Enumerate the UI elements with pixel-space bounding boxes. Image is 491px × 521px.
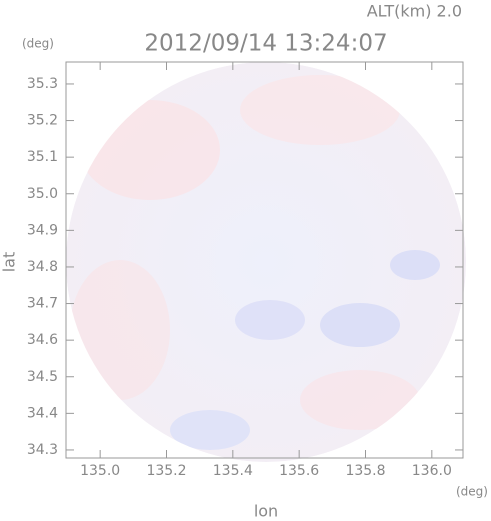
y-unit: (deg) [22,37,54,51]
y-tick-label: 35.0 [27,186,58,202]
y-tick-label: 34.4 [27,405,58,421]
y-tick-label: 34.8 [27,259,58,275]
echo-patch [320,303,400,347]
y-tick-label: 34.5 [27,369,58,385]
x-unit: (deg) [456,485,488,499]
x-tick-label: 135.2 [146,463,186,479]
radar-field [66,62,466,462]
x-tick-label: 135.4 [213,463,253,479]
x-tick-label: 135.8 [345,463,385,479]
y-axis-title: lat [0,252,19,273]
echo-patch [390,250,440,280]
echo-patch [240,75,400,145]
y-tick-label: 35.1 [27,149,58,165]
plot-frame [65,61,464,459]
x-axis-title: lon [254,502,278,521]
echo-patch [70,260,170,400]
echo-patch [80,100,220,200]
chart-title: 2012/09/14 13:24:07 [144,31,387,57]
altitude-label: ALT(km) 2.0 [367,2,462,21]
x-tick-label: 135.0 [80,463,120,479]
y-tick-label: 34.6 [27,332,58,348]
echo-patch [235,300,305,340]
axes: 135.0 135.2 135.4 135.6 135.8 136.0 34.3 34.4 34… [27,62,463,479]
echo-patch [300,370,420,430]
y-tick-label: 34.3 [27,442,58,458]
y-tick-label: 34.7 [27,296,58,312]
echo-patch [170,410,250,450]
y-tick-label: 35.3 [27,76,58,92]
y-tick-label: 35.2 [27,113,58,129]
y-tick-label: 34.9 [27,222,58,238]
x-tick-label: 136.0 [412,463,452,479]
x-tick-label: 135.6 [279,463,319,479]
